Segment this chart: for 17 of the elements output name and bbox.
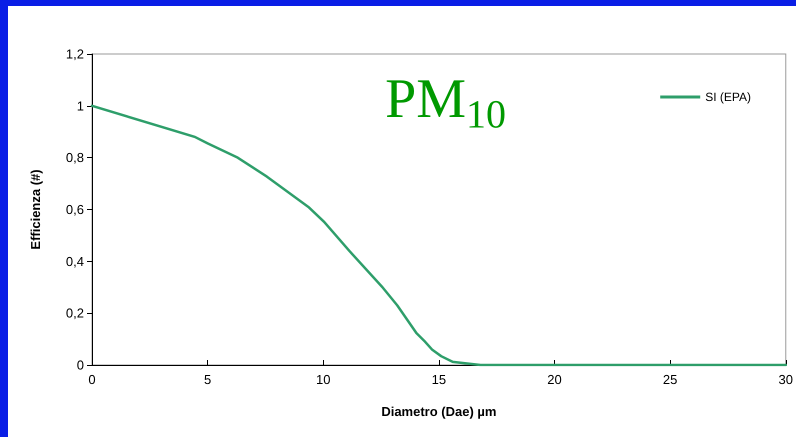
y-tick-label: 0,4 — [66, 254, 84, 269]
y-tick-label: 0,8 — [66, 150, 84, 166]
x-tick-label: 5 — [204, 372, 212, 387]
y-tick-label: 1 — [76, 98, 84, 114]
y-axis-title: Efficienza (#) — [28, 169, 43, 250]
x-tick-label: 15 — [432, 372, 446, 387]
x-tick-label: 10 — [316, 372, 330, 387]
y-tick-label: 0,2 — [66, 306, 84, 321]
y-tick-label: 0,6 — [66, 202, 84, 217]
x-tick-label: 0 — [88, 372, 96, 387]
legend-label: SI (EPA) — [705, 90, 752, 104]
x-tick-label: 20 — [547, 372, 562, 387]
x-tick-label: 30 — [778, 372, 794, 387]
x-tick-label: 25 — [662, 372, 678, 387]
y-tick-label: 0 — [76, 358, 84, 372]
x-axis-title: Diametro (Dae) µm — [381, 404, 496, 419]
y-tick-label: 1,2 — [66, 46, 84, 62]
